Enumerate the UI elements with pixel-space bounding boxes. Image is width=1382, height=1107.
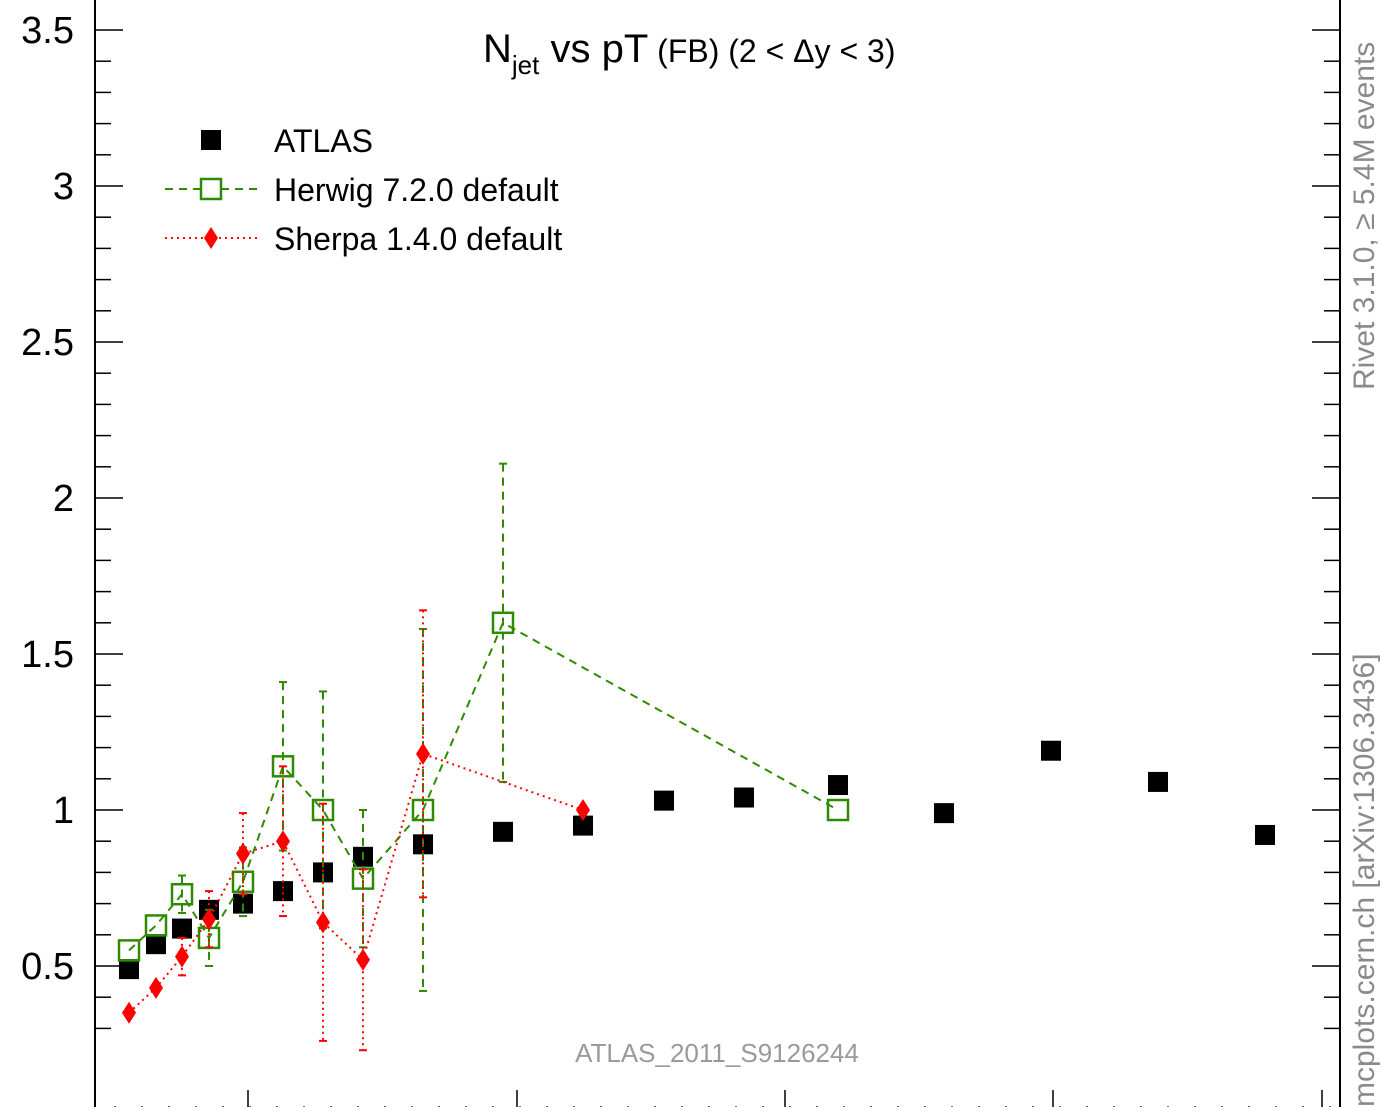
analysis-watermark: ATLAS_2011_S9126244 — [575, 1038, 859, 1068]
legend-label-atlas: ATLAS — [274, 123, 373, 159]
data-point — [826, 798, 850, 822]
data-point — [119, 959, 139, 980]
series-2 — [122, 609, 590, 1052]
data-point — [1148, 771, 1168, 792]
data-point — [411, 798, 435, 822]
data-point — [117, 939, 141, 962]
data-point — [175, 945, 189, 968]
legend-entry-atlas: ATLAS — [201, 123, 373, 159]
data-point — [356, 948, 370, 971]
chart-title: Njet vs pT (FB) (2 < Δy < 3) — [483, 27, 895, 80]
y-tick-label: 1.5 — [21, 634, 74, 676]
data-point — [149, 976, 163, 999]
legend-marker-atlas — [201, 130, 221, 150]
side-label-mcplots: mcplots.cern.ch [arXiv:1306.3436] — [1348, 653, 1381, 1107]
data-point — [576, 799, 590, 821]
y-tick-label: 3.5 — [21, 10, 74, 52]
data-point — [271, 755, 295, 778]
data-point — [273, 881, 293, 902]
legend-label-sherpa: Sherpa 1.4.0 default — [274, 221, 562, 257]
chart-title-sub: jet — [511, 50, 540, 80]
y-tick-label: 2 — [53, 478, 74, 520]
data-point — [491, 611, 515, 635]
plot-border — [94, 0, 1341, 1107]
data-point — [313, 862, 333, 883]
data-point — [1255, 824, 1275, 845]
chart-title-fb: (FB) — [648, 33, 719, 69]
legend: ATLAS Herwig 7.2.0 default Sherpa 1.4.0 … — [165, 123, 562, 257]
legend-label-herwig: Herwig 7.2.0 default — [274, 172, 559, 208]
legend-marker-sherpa — [204, 227, 218, 249]
data-point — [311, 798, 335, 822]
series-1 — [117, 462, 850, 992]
legend-entry-herwig: Herwig 7.2.0 default — [165, 172, 559, 208]
data-point — [146, 934, 166, 955]
y-axis-ticks: 0.5 1 1.5 2 2.5 3 3.5 — [21, 10, 1340, 1030]
data-point — [172, 918, 192, 939]
data-point — [493, 821, 513, 842]
data-point — [828, 775, 848, 796]
x-axis-ticks — [114, 1090, 1331, 1107]
data-point — [416, 742, 430, 765]
legend-entry-sherpa: Sherpa 1.4.0 default — [165, 221, 562, 257]
data-point — [316, 911, 330, 934]
data-point — [734, 787, 754, 808]
data-point — [934, 803, 954, 824]
data-point — [122, 1001, 136, 1024]
y-tick-label: 3 — [53, 166, 74, 208]
side-label-rivet: Rivet 3.1.0, ≥ 5.4M events — [1348, 42, 1381, 390]
data-point — [1041, 740, 1061, 761]
y-tick-label: 2.5 — [21, 322, 74, 364]
data-point — [144, 914, 168, 937]
data-point — [654, 790, 674, 811]
y-tick-label: 1 — [53, 790, 74, 832]
data-point — [573, 815, 593, 836]
legend-marker-herwig — [199, 177, 223, 201]
chart-title-range: (2 < Δy < 3) — [719, 33, 895, 69]
data-point — [170, 882, 194, 906]
data-point — [276, 830, 290, 853]
series-layer — [117, 462, 1275, 1052]
data-point — [236, 842, 250, 865]
chart-title-main: N — [483, 27, 512, 71]
data-point — [197, 926, 221, 950]
plot-frame — [94, 0, 1341, 1107]
data-point — [351, 867, 375, 890]
chart-title-rest: vs pT — [539, 27, 648, 71]
data-point — [202, 908, 216, 931]
y-tick-label: 0.5 — [21, 946, 74, 988]
